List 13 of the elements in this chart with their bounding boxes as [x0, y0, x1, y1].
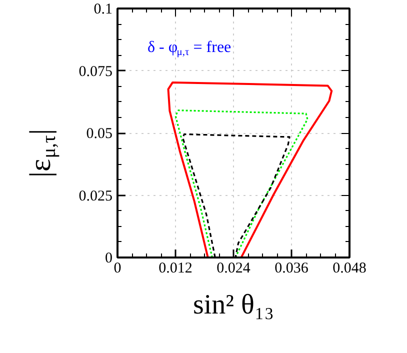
y-axis-title: |εμ,τ|: [24, 128, 60, 178]
y-tick-label: 0: [105, 250, 112, 266]
line-series: [167, 81, 333, 258]
x-axis-title: sin² θ₁₃: [192, 290, 274, 320]
x-tick-label: 0.024: [216, 260, 251, 276]
y-tick-label: 0.1: [94, 2, 112, 18]
x-tick-label: 0.048: [332, 260, 366, 276]
y-tick-label: 0.025: [78, 188, 112, 204]
y-tick-label: 0.075: [78, 64, 112, 80]
x-tick-label: 0.036: [274, 260, 309, 276]
x-tick-label: 0.012: [158, 260, 192, 276]
line-series: [174, 110, 308, 258]
y-tick-label: 0.05: [86, 126, 112, 142]
